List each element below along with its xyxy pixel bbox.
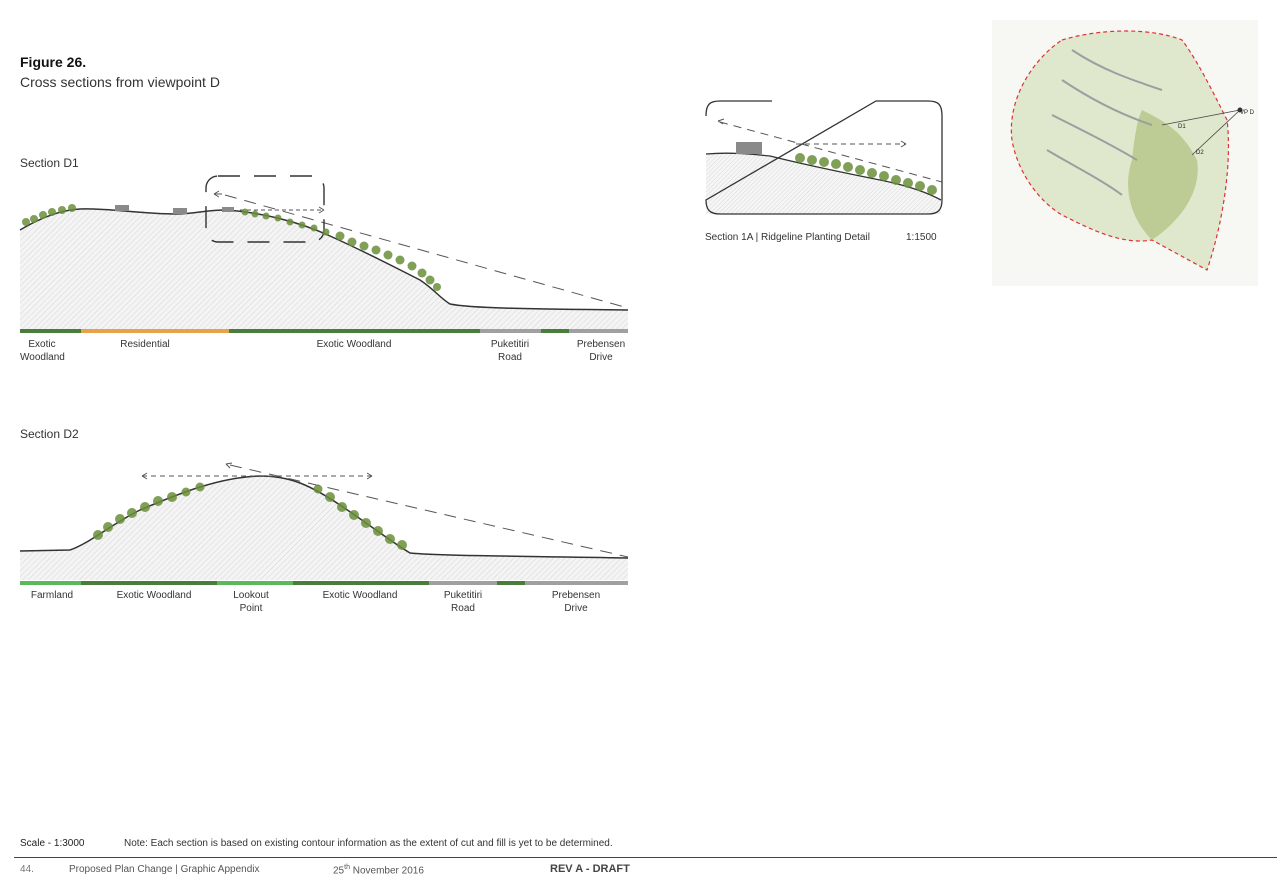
scale-note: Scale - 1:3000: [20, 838, 85, 849]
revision-label: REV A - DRAFT: [550, 863, 630, 875]
document-date: 25th November 2016: [333, 864, 424, 877]
figure-subtitle: Cross sections from viewpoint D: [20, 74, 220, 90]
map-label-vpd: VP D: [1240, 110, 1255, 116]
map-label-d1: D1: [1178, 124, 1186, 130]
d2-band-exotic-woodland-2: Exotic Woodland: [322, 590, 398, 601]
section-1a-scale: 1:1500: [906, 232, 937, 243]
section-d2-landuse-bar: [20, 581, 628, 585]
section-1a-caption: Section 1A | Ridgeline Planting Detail: [705, 232, 870, 243]
section-d1-profile: [19, 175, 629, 330]
contour-note: Note: Each section is based on existing …: [124, 838, 613, 849]
section-d2-profile: [19, 462, 629, 580]
document-title: Proposed Plan Change | Graphic Appendix: [69, 864, 260, 875]
d1-band-exotic-woodland-2: Exotic Woodland: [316, 339, 392, 350]
d2-band-lookout-point: Lookout Point: [233, 590, 269, 614]
section-d1-landuse-bar: [20, 329, 628, 333]
footer-divider: [14, 857, 1277, 858]
d2-band-prebensen-drive: Prebensen Drive: [551, 590, 601, 614]
section-d2-title: Section D2: [20, 427, 79, 441]
d1-band-puketitiri-road: Puketitiri Road: [490, 339, 530, 363]
section-d1-title: Section D1: [20, 156, 79, 170]
figure-number: Figure 26.: [20, 54, 87, 70]
d2-band-exotic-woodland-1: Exotic Woodland: [116, 590, 192, 601]
d2-band-puketitiri-road: Puketitiri Road: [443, 590, 483, 614]
site-location-map: D1 D2 VP D: [992, 20, 1258, 286]
page-number: 44.: [20, 864, 34, 875]
d1-band-prebensen-drive: Prebensen Drive: [576, 339, 626, 363]
d1-band-residential: Residential: [120, 339, 170, 350]
d1-band-exotic-woodland-1: Exotic Woodland: [20, 339, 65, 363]
section-1a-detail: [705, 100, 943, 215]
map-label-d2: D2: [1196, 150, 1204, 156]
d2-band-farmland: Farmland: [30, 590, 74, 601]
